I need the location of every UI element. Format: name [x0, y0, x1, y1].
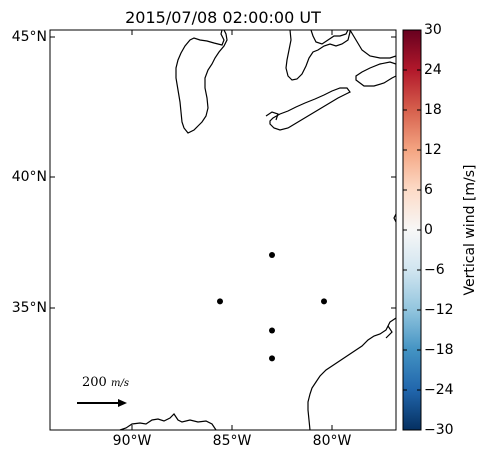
lat-label-40: 40°N: [11, 169, 47, 185]
station-markers: [217, 252, 327, 362]
lon-label-90: 90°W: [112, 433, 152, 449]
colorbar-tick-label-7: −12: [424, 302, 454, 318]
colorbar-tick-label-5: 0: [424, 222, 433, 238]
station-marker-1: [217, 298, 223, 305]
colorbar-tick-label-4: 6: [424, 182, 433, 198]
atlantic-coast: [307, 213, 396, 430]
lat-label-35: 35°N: [11, 300, 47, 316]
lake-ontario-outline: [355, 61, 396, 87]
reference-arrow-unit: m/s: [110, 378, 129, 389]
lon-label-80: 80°W: [312, 433, 352, 449]
lat-ticks: [50, 36, 396, 309]
colorbar-tick-label-6: −6: [424, 262, 445, 278]
colorbar-tick-label-1: 24: [424, 62, 442, 78]
lake-erie-islands: [265, 111, 279, 121]
colorbar-label: Vertical wind [m/s]: [462, 164, 478, 296]
colorbar-tick-label-9: −24: [424, 382, 454, 398]
gulf-coast: [119, 413, 217, 430]
lon-ticks: [131, 30, 333, 430]
station-marker-4: [269, 355, 275, 362]
station-marker-0: [269, 252, 275, 258]
lake-huron-outline: [285, 30, 351, 81]
coastlines: [119, 30, 396, 430]
lat-label-45: 45°N: [11, 29, 47, 45]
station-marker-2: [321, 298, 327, 305]
station-marker-3: [269, 327, 275, 334]
colorbar-tick-label-2: 18: [424, 102, 442, 118]
upper-shore: [349, 30, 396, 59]
colorbar-ticks: [403, 29, 421, 431]
map-title: 2015/07/08 02:00:00 UT: [125, 8, 321, 27]
outer-banks: [385, 325, 393, 339]
huron-inner-shore: [310, 30, 349, 45]
lake-erie-outline: [269, 87, 351, 131]
colorbar-tick-label-10: −30: [424, 422, 454, 438]
colorbar-tick-label-0: 30: [424, 22, 442, 38]
map-frame: [49, 29, 397, 431]
reference-arrow-label: 200 m/s: [82, 375, 129, 390]
reference-arrow-value: 200: [82, 375, 107, 390]
lake-michigan-outline: [175, 30, 228, 134]
colorbar-tick-label-8: −18: [424, 342, 454, 358]
reference-arrow: [77, 399, 127, 407]
colorbar-tick-label-3: 12: [424, 142, 442, 158]
lon-label-85: 85°W: [212, 433, 252, 449]
